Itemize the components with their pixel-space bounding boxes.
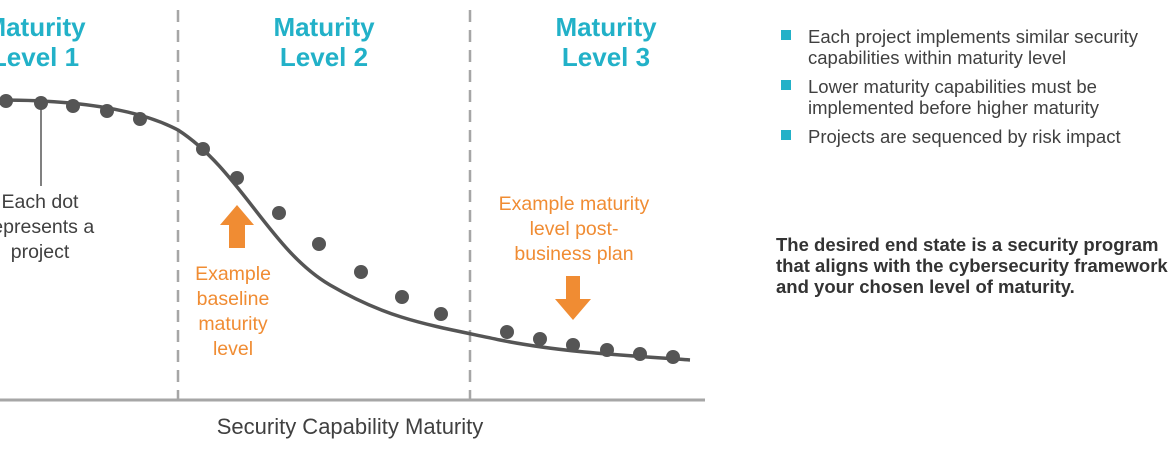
project-dots	[0, 94, 680, 364]
level-1-heading: Maturity Level 1	[0, 12, 115, 72]
level-3-line1: Maturity	[555, 12, 657, 42]
baseline-note-line3: maturity	[198, 313, 268, 335]
project-dot	[196, 142, 210, 156]
project-dot	[0, 94, 13, 108]
arrow-down-icon	[555, 276, 591, 320]
dot-note-line1: Each dot	[1, 191, 79, 213]
project-dot	[312, 237, 326, 251]
project-dot	[633, 347, 647, 361]
end-state-line3: and your chosen level of maturity.	[776, 276, 1075, 297]
square-bullet-icon	[781, 30, 791, 40]
level-2-line1: Maturity	[273, 12, 375, 42]
project-dot	[533, 332, 547, 346]
project-dot	[566, 338, 580, 352]
bullet-1-line2: capabilities within maturity level	[808, 47, 1067, 68]
dot-note-line2: represents a	[0, 216, 95, 238]
bullet-2-line2: implemented before higher maturity	[808, 97, 1100, 118]
bullet-2-line1: Lower maturity capabilities must be	[808, 76, 1097, 97]
post-note: Example maturity level post- business pl…	[474, 192, 674, 267]
project-dot	[600, 343, 614, 357]
level-1-line1: Maturity	[0, 12, 86, 42]
project-dot	[230, 171, 244, 185]
project-dot	[133, 112, 147, 126]
dot-note-line3: project	[10, 241, 70, 263]
level-3-line2: Level 3	[561, 42, 651, 72]
project-dot	[500, 325, 514, 339]
end-state-statement: The desired end state is a security prog…	[776, 234, 1175, 297]
level-3-heading: Maturity Level 3	[526, 12, 686, 72]
project-dot	[354, 265, 368, 279]
end-state-line1: The desired end state is a security prog…	[776, 234, 1159, 255]
end-state-line2: that aligns with the cybersecurity frame…	[776, 255, 1168, 276]
bullet-3-line1: Projects are sequenced by risk impact	[808, 126, 1121, 147]
bullet-1-line1: Each project implements similar security	[808, 26, 1139, 47]
baseline-note-line4: level	[212, 338, 254, 360]
project-dot	[66, 99, 80, 113]
bullet-item: Lower maturity capabilities must be impl…	[776, 76, 1175, 118]
bullet-item: Projects are sequenced by risk impact	[776, 126, 1175, 147]
baseline-note-line2: baseline	[196, 288, 270, 310]
baseline-note: Example baseline maturity level	[168, 262, 298, 362]
level-1-line2: Level 1	[0, 42, 80, 72]
project-dot	[100, 104, 114, 118]
post-note-line1: Example maturity	[498, 193, 650, 215]
project-dot	[434, 307, 448, 321]
project-dot	[272, 206, 286, 220]
level-2-line2: Level 2	[279, 42, 369, 72]
square-bullet-icon	[781, 80, 791, 90]
project-dot	[666, 350, 680, 364]
post-note-line2: level post-	[529, 218, 619, 240]
post-note-line3: business plan	[514, 243, 634, 265]
arrow-up-icon	[220, 205, 254, 248]
baseline-note-line1: Example	[195, 263, 271, 285]
square-bullet-icon	[781, 130, 791, 140]
x-axis-label: Security Capability Maturity	[216, 414, 484, 439]
project-dot	[395, 290, 409, 304]
level-2-heading: Maturity Level 2	[244, 12, 404, 72]
bullet-item: Each project implements similar security…	[776, 26, 1175, 68]
bullet-list: Each project implements similar security…	[776, 26, 1175, 155]
dot-note: Each dot represents a project	[0, 190, 135, 265]
project-dot	[34, 96, 48, 110]
